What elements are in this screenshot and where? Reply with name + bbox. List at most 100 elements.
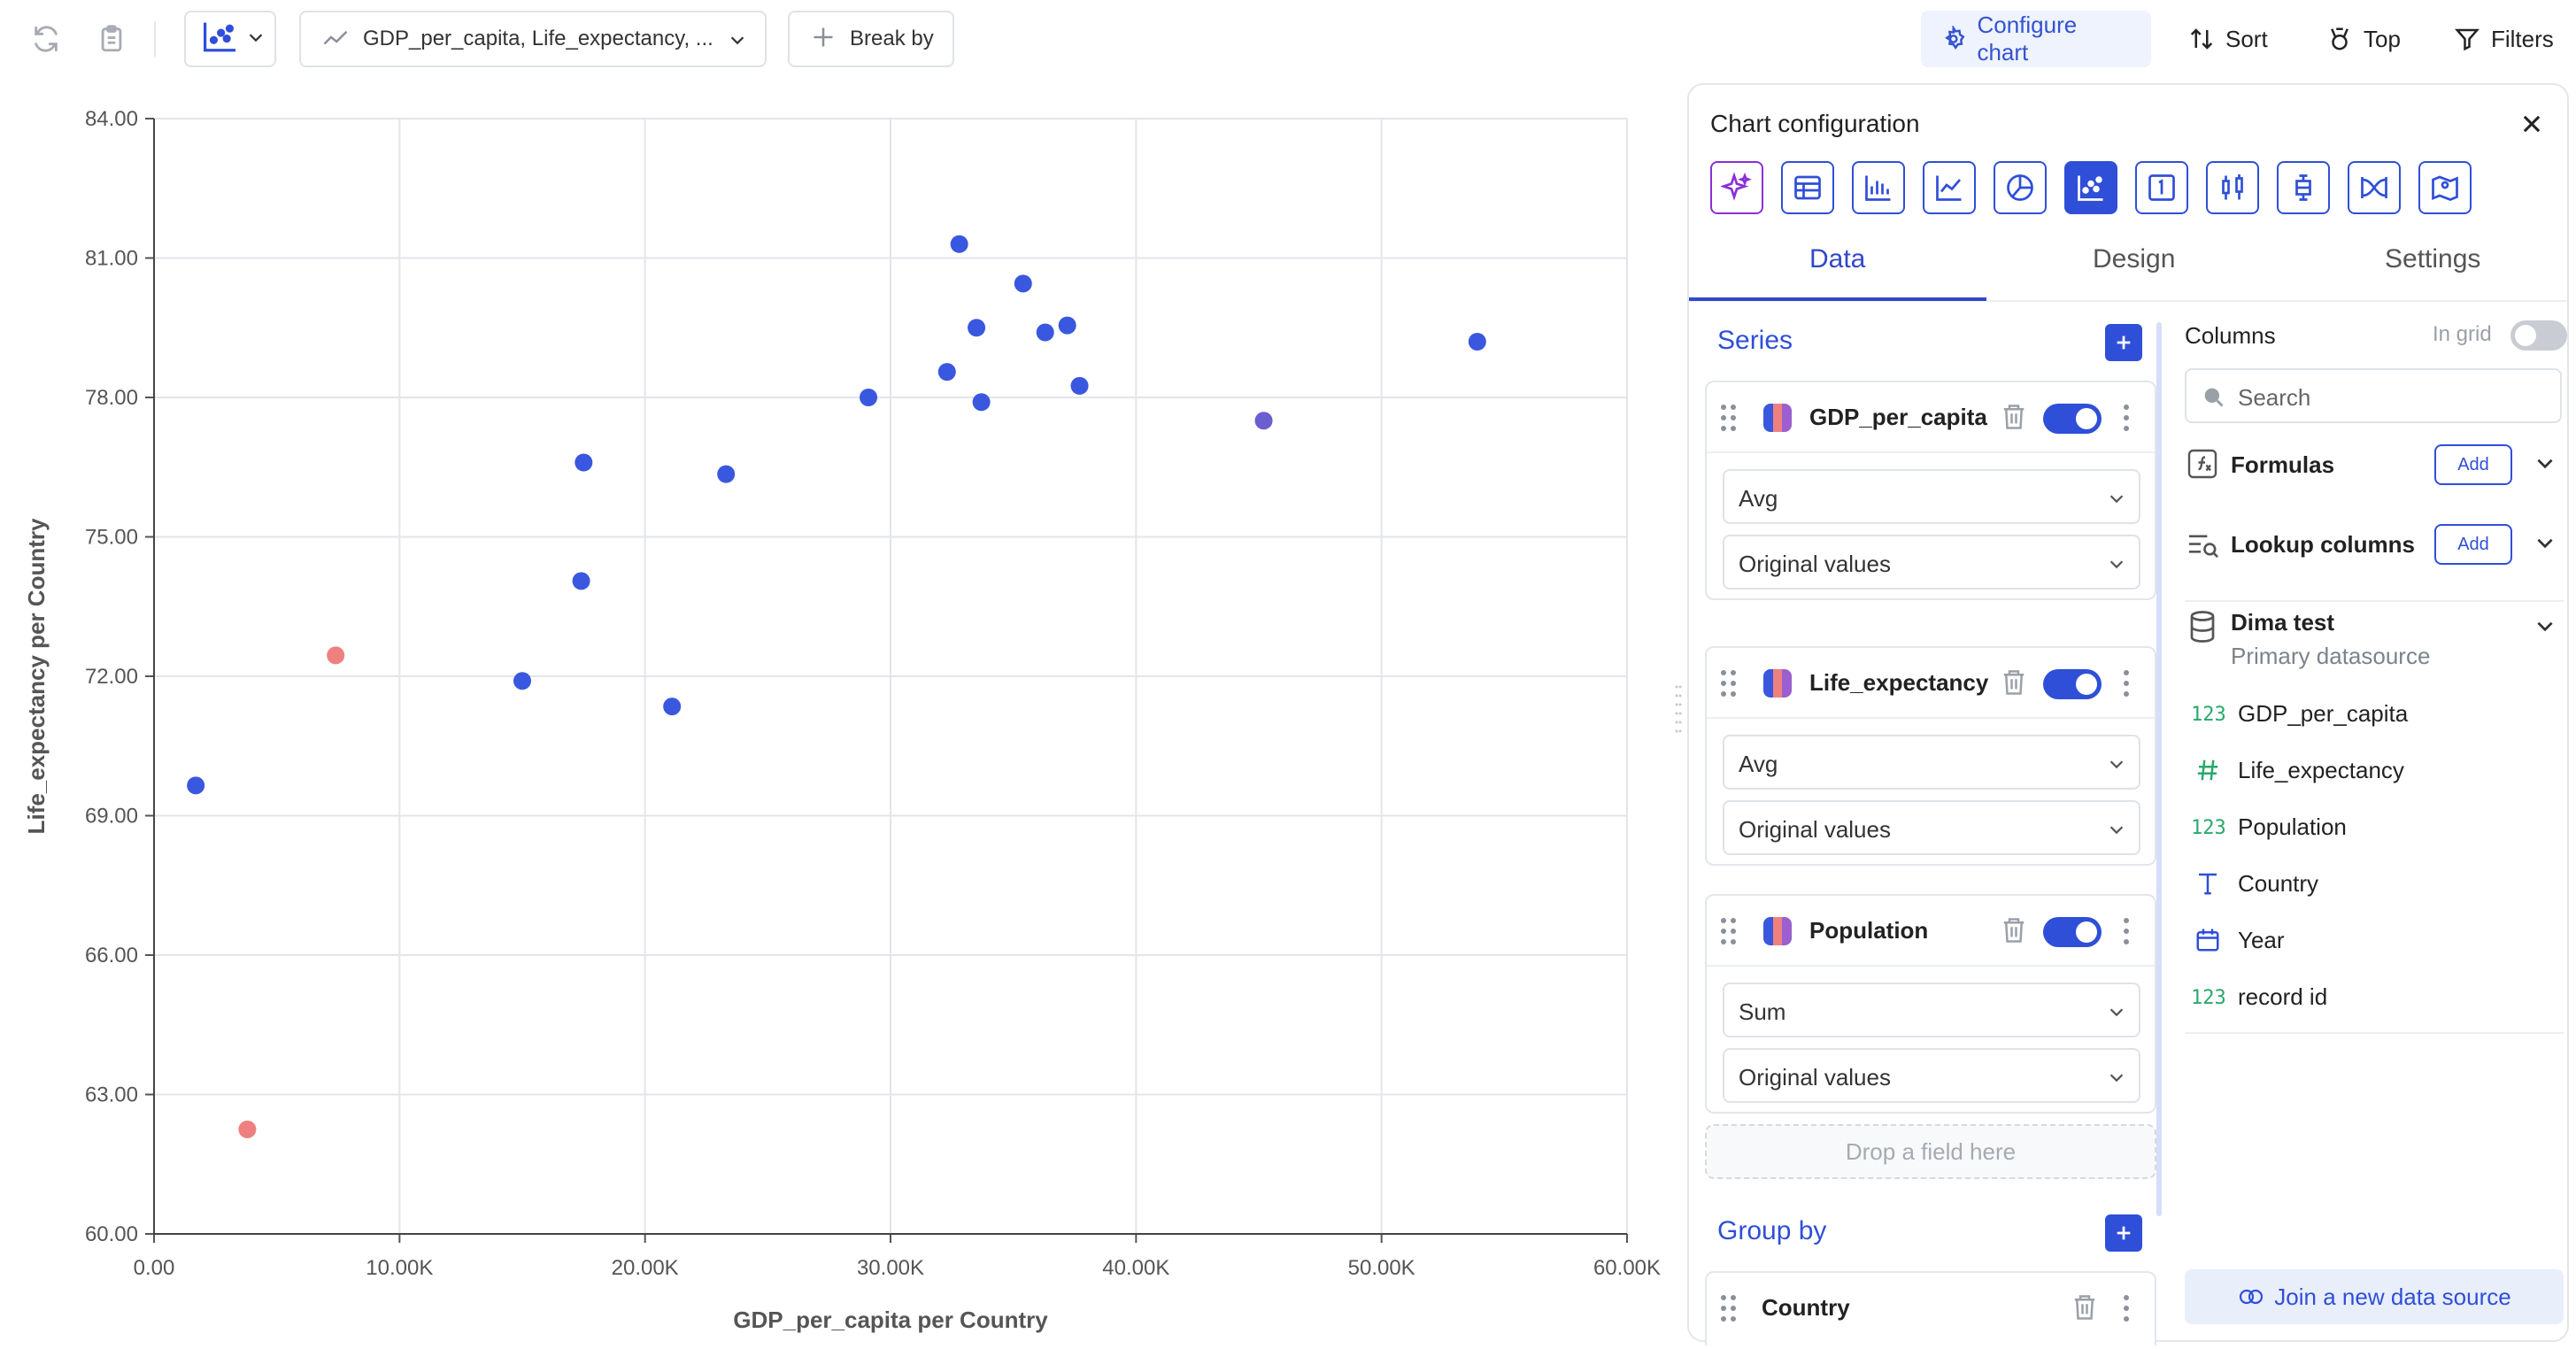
panel-resize-handle[interactable] (1675, 682, 1682, 740)
clipboard-icon[interactable] (92, 19, 131, 58)
values-mode-select[interactable]: Original values (1723, 535, 2140, 590)
trash-icon[interactable] (2071, 1292, 2098, 1327)
values-mode-select[interactable]: Original values (1723, 800, 2140, 855)
search-icon (2201, 384, 2225, 415)
drag-handle-icon[interactable] (1719, 667, 1739, 704)
tab-design[interactable]: Design (2093, 244, 2176, 274)
link-icon (2240, 1289, 2264, 1305)
sankey-chart-icon[interactable] (2348, 161, 2401, 214)
field-record-id[interactable]: 123 record id (2190, 979, 2327, 1014)
series-visibility-toggle[interactable] (2043, 917, 2102, 947)
filters-button[interactable]: Filters (2454, 11, 2554, 67)
aggregation-select[interactable]: Sum (1723, 983, 2140, 1037)
series-visibility-toggle[interactable] (2043, 669, 2102, 699)
measures-label: GDP_per_capita, Life_expectancy, ... (363, 27, 713, 50)
more-vertical-icon[interactable] (2121, 402, 2132, 438)
y-tick-label: 69.00 (85, 805, 138, 829)
field-gdp-per-capita[interactable]: 123 GDP_per_capita (2190, 696, 2408, 731)
chevron-down-icon (246, 27, 266, 51)
drag-handle-icon[interactable] (1719, 1292, 1739, 1329)
y-tick-label: 60.00 (85, 1222, 138, 1246)
values-mode-value: Original values (1739, 551, 1891, 577)
top-button[interactable]: Top (2326, 11, 2401, 67)
pie-chart-icon[interactable] (1994, 161, 2047, 214)
trash-icon[interactable] (2001, 402, 2027, 436)
drag-handle-icon[interactable] (1719, 402, 1739, 438)
line-chart-icon[interactable] (1923, 161, 1976, 214)
series-dropzone[interactable]: Drop a field here (1705, 1124, 2156, 1179)
data-point (327, 646, 345, 665)
chevron-down-icon (2107, 487, 2126, 514)
sort-button[interactable]: Sort (2188, 11, 2268, 67)
add-group-by-button[interactable] (2105, 1214, 2142, 1252)
formulas-label: Formulas (2231, 451, 2335, 478)
x-tick-label: 40.00K (1102, 1256, 1169, 1280)
add-series-button[interactable] (2105, 324, 2142, 361)
trash-icon[interactable] (2001, 915, 2027, 950)
more-vertical-icon[interactable] (2121, 1292, 2132, 1329)
trash-icon[interactable] (2001, 667, 2027, 702)
column-search-input[interactable]: Search (2185, 368, 2562, 423)
chevron-down-icon[interactable] (2534, 531, 2557, 559)
data-point (717, 465, 736, 483)
add-formula-button[interactable]: Add (2434, 444, 2512, 485)
chevron-down-icon (728, 30, 747, 54)
ai-sparkle-icon[interactable] (1710, 161, 1763, 214)
field-name: Year (2238, 926, 2285, 953)
series-color-swatch[interactable] (1763, 404, 1792, 432)
data-point (187, 776, 205, 795)
series-header: Life_expectancy (1707, 648, 2155, 719)
chevron-down-icon[interactable] (2534, 614, 2557, 642)
more-vertical-icon[interactable] (2121, 667, 2132, 704)
series-color-swatch[interactable] (1763, 917, 1792, 945)
text-type-icon (2190, 870, 2225, 897)
refresh-icon[interactable] (27, 19, 66, 58)
tab-divider (1689, 300, 2567, 302)
field-name: Life_expectancy (2238, 756, 2404, 783)
kpi-number-icon[interactable] (2135, 161, 2188, 214)
candlestick-chart-icon[interactable] (2206, 161, 2259, 214)
series-visibility-toggle[interactable] (2043, 404, 2102, 434)
map-chart-icon[interactable] (2418, 161, 2472, 214)
break-by-label: Break by (850, 27, 934, 50)
aggregation-select[interactable]: Avg (1723, 735, 2140, 790)
field-population[interactable]: 123 Population (2190, 809, 2347, 844)
field-year[interactable]: Year (2190, 922, 2285, 958)
table-chart-icon[interactable] (1781, 161, 1834, 214)
close-icon[interactable] (2516, 108, 2548, 140)
y-tick-label: 75.00 (85, 526, 138, 550)
chevron-down-icon[interactable] (2534, 451, 2557, 479)
field-country[interactable]: Country (2190, 866, 2318, 901)
configure-chart-label: Configure chart (1977, 12, 2078, 66)
aggregation-select[interactable]: Avg (1723, 469, 2140, 524)
data-point (1468, 333, 1486, 351)
drag-handle-icon[interactable] (1719, 915, 1739, 952)
series-color-swatch[interactable] (1763, 669, 1792, 698)
y-tick-label: 78.00 (85, 386, 138, 410)
box-plot-icon[interactable] (2277, 161, 2330, 214)
tab-settings[interactable]: Settings (2385, 244, 2481, 274)
data-point (968, 319, 986, 337)
sort-icon (2190, 28, 2213, 50)
filter-icon (2454, 28, 2480, 51)
more-vertical-icon[interactable] (2121, 915, 2132, 952)
bar-chart-icon[interactable] (1852, 161, 1905, 214)
series-scrollbar[interactable] (2156, 322, 2162, 1216)
group-by-title: Group by (1717, 1216, 1827, 1245)
join-data-source-button[interactable]: Join a new data source (2185, 1269, 2564, 1324)
field-life-expectancy[interactable]: Life_expectancy (2190, 752, 2404, 788)
measures-dropdown[interactable]: GDP_per_capita, Life_expectancy, ... (299, 11, 767, 67)
tab-data[interactable]: Data (1809, 244, 1866, 274)
values-mode-select[interactable]: Original values (1723, 1048, 2140, 1103)
group-by-name: Country (1762, 1294, 1850, 1321)
scatter-chart-icon[interactable] (2064, 161, 2117, 214)
y-tick-label: 72.00 (85, 665, 138, 689)
data-point (950, 235, 968, 253)
configure-chart-button[interactable]: Configure chart (1921, 11, 2151, 67)
in-grid-toggle[interactable] (2510, 320, 2567, 351)
gear-icon (1945, 26, 1965, 50)
chart-type-dropdown[interactable] (184, 11, 276, 67)
series-name: GDP_per_capita (1809, 404, 1987, 430)
break-by-button[interactable]: Break by (788, 11, 954, 67)
add-lookup-button[interactable]: Add (2434, 524, 2512, 565)
